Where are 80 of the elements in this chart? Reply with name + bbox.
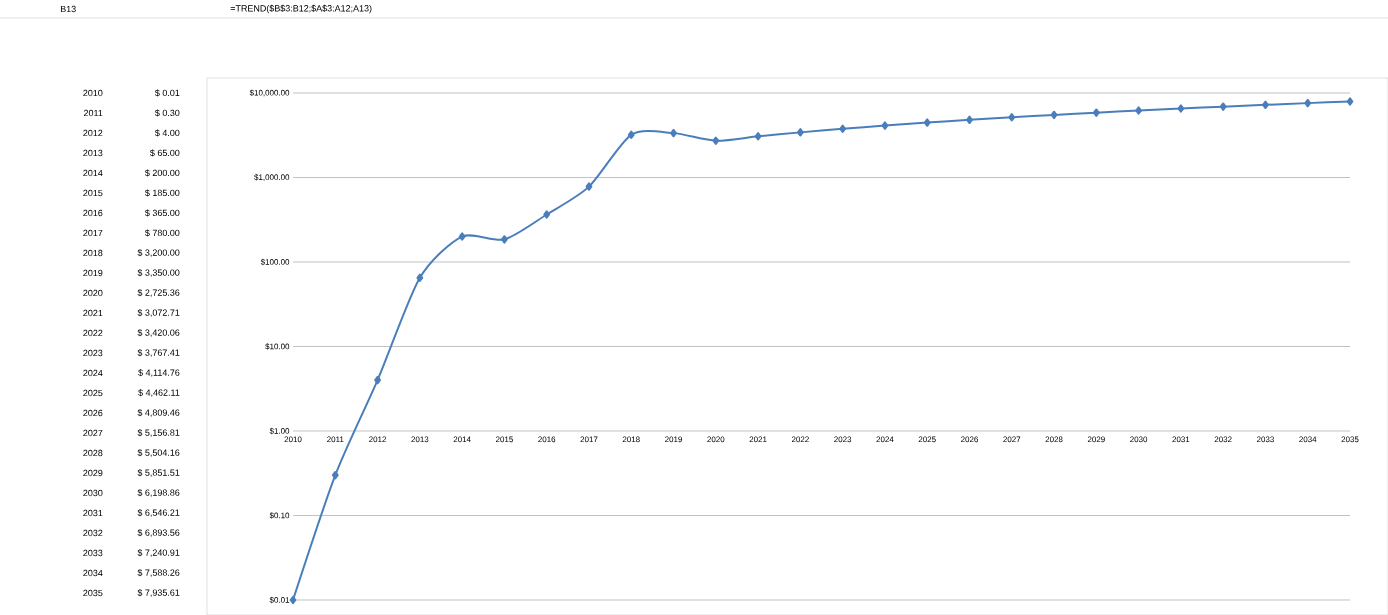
point <box>712 136 720 145</box>
text: $ 185.00 <box>145 189 180 197</box>
point <box>1177 104 1185 113</box>
text: B13 <box>60 5 76 13</box>
text: 2026 <box>83 409 103 417</box>
text: 2032 <box>83 529 103 537</box>
text: 2035 <box>83 589 103 597</box>
text: =TREND($B$3:B12;$A$3:A12;A13) <box>230 4 372 14</box>
point <box>1262 100 1269 110</box>
text: 2014 <box>83 169 103 177</box>
text: 2024 <box>83 369 103 377</box>
text: 2015 <box>83 189 103 197</box>
text: $ 7,588.26 <box>137 569 180 577</box>
text: $ 4,462.11 <box>138 389 180 397</box>
point <box>966 115 973 125</box>
text: 2019 <box>83 269 103 277</box>
text: $ 5,851.51 <box>137 469 180 477</box>
point <box>289 595 297 605</box>
text: $ 3,072.71 <box>137 309 180 317</box>
text: 2018 <box>83 249 103 257</box>
text: 2016 <box>83 209 103 217</box>
text: $ 2,725.36 <box>137 289 180 297</box>
point <box>839 124 847 134</box>
text: 2022 <box>83 329 103 337</box>
text: $ 365.00 <box>145 209 180 217</box>
point <box>374 375 381 385</box>
point <box>670 128 677 138</box>
text: 2025 <box>83 389 103 397</box>
text: $ 780.00 <box>145 229 180 237</box>
point <box>1050 110 1058 120</box>
text: $ 6,893.56 <box>137 529 180 537</box>
point <box>1135 106 1143 115</box>
text: $ 4,809.46 <box>137 409 180 417</box>
text: $ 5,504.16 <box>137 449 180 457</box>
text: $ 4.00 <box>154 129 180 137</box>
text: $ 3,767.41 <box>137 349 180 357</box>
text: 2030 <box>83 489 103 497</box>
point <box>458 232 466 241</box>
text: 2012 <box>83 129 103 137</box>
point <box>1346 97 1354 106</box>
text: $ 6,198.86 <box>137 489 180 497</box>
point <box>416 273 424 282</box>
text: 2020 <box>83 289 103 297</box>
text: 2027 <box>83 429 103 437</box>
text: $ 65.00 <box>149 149 180 157</box>
point <box>585 182 593 191</box>
point <box>331 470 339 480</box>
text: 2023 <box>83 349 103 357</box>
point <box>543 210 551 219</box>
text: $ 3,420.06 <box>137 329 180 337</box>
text: $ 0.30 <box>154 109 180 117</box>
point <box>1008 113 1016 122</box>
text: $ 0.01 <box>154 89 180 97</box>
text: $ 3,350.00 <box>137 269 180 277</box>
text: 2031 <box>83 509 103 517</box>
text: $ 200.00 <box>145 169 180 177</box>
text: $ 3,200.00 <box>137 249 180 257</box>
point <box>881 121 889 130</box>
text: 2010 <box>83 89 103 97</box>
text: 2021 <box>83 309 103 317</box>
text: 2033 <box>83 549 103 557</box>
point <box>627 130 635 140</box>
text: 2017 <box>83 229 103 237</box>
point <box>796 128 804 137</box>
text: $ 7,935.61 <box>137 589 180 597</box>
text: 2028 <box>83 449 103 457</box>
point <box>1304 98 1312 108</box>
point <box>754 132 762 141</box>
point <box>1219 102 1227 111</box>
text: 2011 <box>83 109 103 117</box>
text: 2013 <box>83 149 103 157</box>
point <box>1092 108 1100 117</box>
text: $ 6,546.21 <box>137 509 180 517</box>
text: $ 7,240.91 <box>137 549 180 557</box>
point <box>501 235 508 244</box>
point <box>923 118 931 127</box>
text: 2034 <box>83 569 103 577</box>
text: $ 5,156.81 <box>137 429 180 437</box>
text: 2029 <box>83 469 103 477</box>
text: $ 4,114.76 <box>138 369 180 377</box>
